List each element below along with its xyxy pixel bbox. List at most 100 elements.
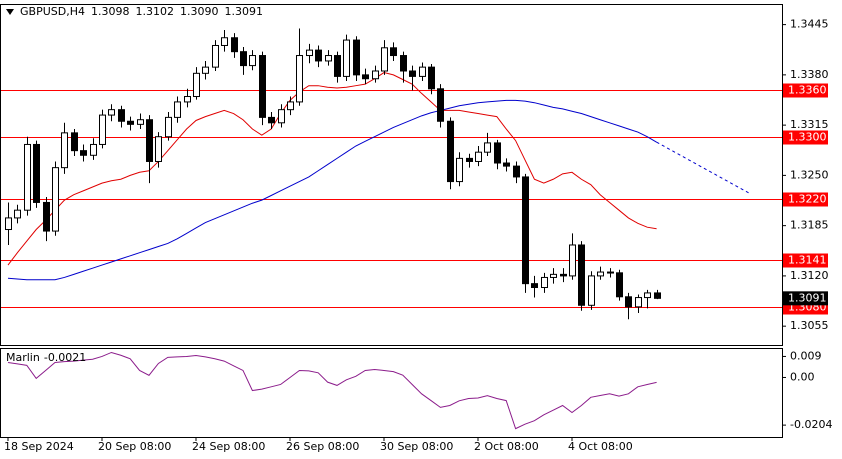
header-value: 1.3098 <box>91 5 130 18</box>
candle-body <box>437 88 444 122</box>
candle-body <box>278 109 285 124</box>
x-tick-label: 20 Sep 08:00 <box>98 440 171 453</box>
candle-body <box>221 37 228 46</box>
level-label-box <box>783 192 828 207</box>
candle-body <box>607 271 614 274</box>
moving-average <box>7 72 657 266</box>
x-tick-label: 30 Sep 08:00 <box>380 440 453 453</box>
indicator-name: Marlin <box>6 351 40 364</box>
candle-body <box>118 109 125 122</box>
candle-body <box>475 151 482 162</box>
y-tick-label: 1.3250 <box>790 168 829 181</box>
candle-body <box>71 132 78 152</box>
candle-body <box>127 120 134 125</box>
level-label-box <box>783 83 828 98</box>
candle-body <box>43 201 50 232</box>
candle-body <box>569 244 576 277</box>
candle-body <box>259 55 266 118</box>
candle-body <box>550 273 557 278</box>
candle-body <box>193 72 200 98</box>
indicator-tick-label: 0.00 <box>790 370 815 383</box>
candle-body <box>654 292 661 299</box>
candle-body <box>484 142 491 153</box>
x-tick-label: 18 Sep 2024 <box>4 440 74 453</box>
candle-body <box>447 120 454 183</box>
candle-body <box>635 297 642 308</box>
y-tick-label: 1.3120 <box>790 269 829 282</box>
candle-body <box>5 217 12 231</box>
candle-body <box>52 167 59 232</box>
header-value: 1.3091 <box>224 5 263 18</box>
last-price-box <box>783 291 828 306</box>
candle-body <box>24 143 31 211</box>
candle-body <box>372 70 379 80</box>
candle-body <box>390 47 397 57</box>
indicator-tick-label: -0.0204 <box>790 418 832 431</box>
candle-body <box>268 116 275 124</box>
candle-body <box>466 157 473 162</box>
candle-body <box>494 142 501 164</box>
candle-body <box>560 273 567 277</box>
candle-body <box>419 66 426 77</box>
candle-body <box>325 55 332 62</box>
x-tick-label: 2 Oct 08:00 <box>474 440 539 453</box>
candle-body <box>400 55 407 72</box>
candle-body <box>362 74 369 80</box>
candle-body <box>231 37 238 53</box>
candle-body <box>249 55 256 67</box>
candle-body <box>165 116 172 138</box>
candle-body <box>522 176 529 285</box>
indicator-panel <box>0 348 783 438</box>
y-tick-label: 1.3445 <box>790 18 829 31</box>
candle-body <box>33 143 40 203</box>
header-value: 1.3090 <box>180 5 219 18</box>
candle-body <box>343 39 350 77</box>
candle-body <box>99 114 106 145</box>
candle-body <box>212 44 219 68</box>
candle-body <box>202 66 209 74</box>
header-value: 1.3102 <box>135 5 174 18</box>
candle-body <box>409 70 416 77</box>
y-tick-label: 1.3055 <box>790 319 829 332</box>
candle-body <box>137 119 144 125</box>
candle-body <box>174 101 181 118</box>
moving-average <box>7 99 657 281</box>
x-tick-label: 24 Sep 08:00 <box>192 440 265 453</box>
candle-body <box>287 101 294 111</box>
candle-body <box>90 143 97 156</box>
level-label-box <box>783 130 828 145</box>
candle-body <box>588 275 595 306</box>
level-label: 1.3300 <box>788 131 827 144</box>
candle-body <box>306 49 313 57</box>
indicator-value: -0.0021 <box>44 351 86 364</box>
candle-body <box>428 66 435 90</box>
level-label: 1.3360 <box>788 84 827 97</box>
indicator-label: Marlin -0.0021 <box>6 351 86 364</box>
candle-body <box>541 276 548 289</box>
level-label-box <box>783 253 828 268</box>
candle-body <box>531 283 538 289</box>
candle-body <box>184 96 191 103</box>
candle-body <box>644 292 651 299</box>
last-price-label: 1.3091 <box>788 291 827 304</box>
candle-body <box>456 157 463 183</box>
candle-body <box>61 132 68 169</box>
level-label: 1.3220 <box>788 193 827 206</box>
candle-body <box>155 136 162 162</box>
candle-body <box>14 209 21 219</box>
candle-body <box>80 150 87 156</box>
collapse-icon <box>6 9 14 15</box>
candle-body <box>625 296 632 308</box>
candle-body <box>597 271 604 277</box>
candle-body <box>146 119 153 162</box>
candle-body <box>353 39 360 76</box>
candle-body <box>503 162 510 167</box>
y-tick-label: 1.3380 <box>790 68 829 81</box>
candle-body <box>334 55 341 77</box>
candle-body <box>381 47 388 72</box>
candle-body <box>296 55 303 103</box>
candle-body <box>578 244 585 306</box>
x-tick-label: 4 Oct 08:00 <box>568 440 633 453</box>
indicator-line <box>7 351 657 430</box>
